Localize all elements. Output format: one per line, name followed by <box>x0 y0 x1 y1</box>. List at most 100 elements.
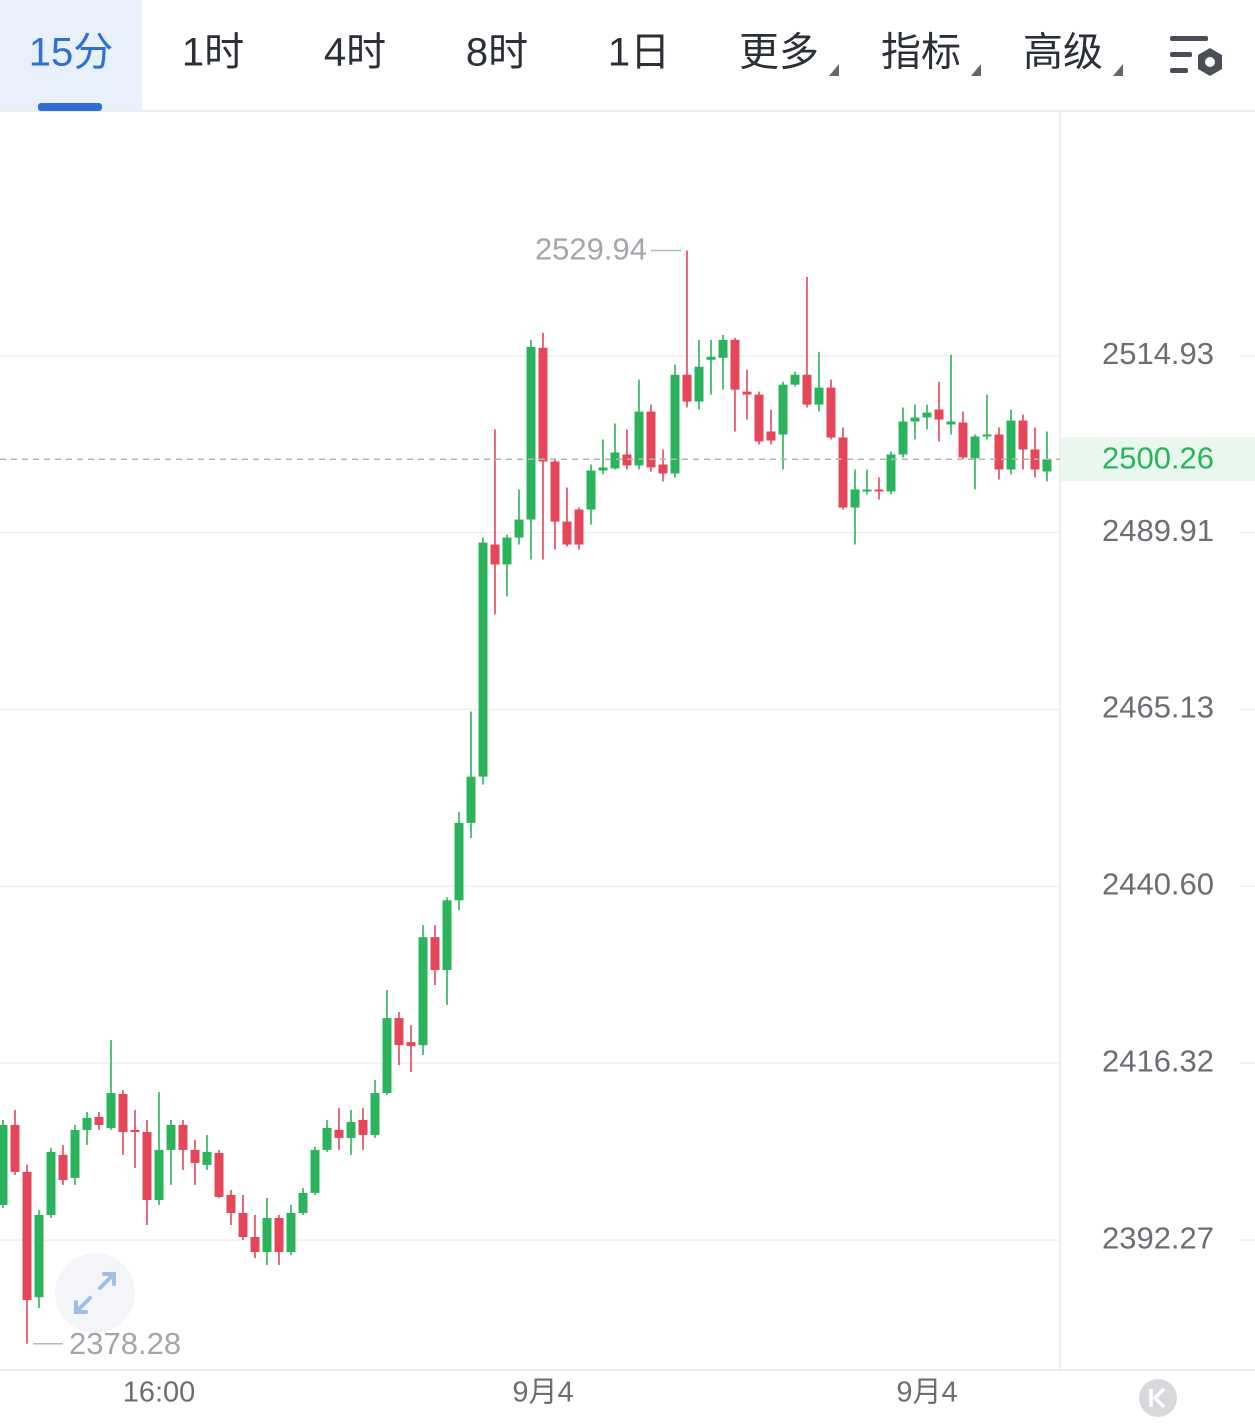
candle-body <box>634 411 644 466</box>
candle-body <box>478 542 488 777</box>
candle-body <box>526 346 536 520</box>
candle-body <box>34 1214 44 1298</box>
candle-body <box>310 1149 320 1193</box>
tab-label: 1日 <box>608 31 670 75</box>
candle-body <box>286 1212 296 1253</box>
candle-body <box>166 1124 176 1150</box>
scroll-end-bg <box>1139 1379 1177 1417</box>
last-price-bg <box>1061 437 1255 482</box>
candle-body <box>130 1129 140 1132</box>
candle-body <box>226 1194 236 1213</box>
candle-body <box>670 374 680 474</box>
tab[interactable]: 15分 <box>0 0 142 111</box>
candle-body <box>646 411 656 468</box>
candle-body <box>610 452 620 469</box>
candle-body <box>754 394 764 442</box>
tab-label: 8时 <box>466 31 528 75</box>
tab[interactable]: 1日 <box>608 31 670 75</box>
x-tick-label: 9月4 <box>512 1377 573 1409</box>
y-tick-label: 2489.91 <box>1102 513 1214 548</box>
candle-body <box>682 374 692 402</box>
candle-body <box>802 374 812 405</box>
tab[interactable]: 指标 <box>881 31 981 76</box>
candle-body <box>538 347 548 462</box>
tab-label: 高级 <box>1023 31 1103 75</box>
dropdown-arrow <box>829 64 839 76</box>
max-label: 2529.94 <box>535 232 647 267</box>
candle-body <box>550 461 560 522</box>
candle-body <box>706 356 716 360</box>
tab-label: 15分 <box>29 31 114 75</box>
tab-label: 更多 <box>739 31 819 75</box>
candle-body <box>946 421 956 425</box>
candle-body <box>262 1217 272 1253</box>
candle-body <box>778 384 788 435</box>
expand-button-bg <box>55 1253 135 1333</box>
candle-body <box>826 387 836 438</box>
y-tick-label: 2465.13 <box>1102 690 1214 725</box>
candle-body <box>466 776 476 823</box>
tab-active-bg <box>0 0 142 110</box>
tab[interactable]: 8时 <box>466 31 528 75</box>
candle-body <box>910 417 920 422</box>
candle-body <box>898 421 908 455</box>
candle-body <box>82 1117 92 1130</box>
candle-body <box>598 467 608 471</box>
x-tick-label: 9月4 <box>896 1377 957 1409</box>
candle-body <box>454 822 464 901</box>
candle-body <box>106 1093 116 1128</box>
tab-underline <box>38 103 102 111</box>
candle-body <box>70 1129 80 1178</box>
dropdown-arrow <box>971 64 981 76</box>
candle-body <box>790 374 800 385</box>
scroll-end-button[interactable] <box>1139 1379 1177 1417</box>
candle-body <box>406 1042 416 1047</box>
candle-body <box>142 1131 152 1200</box>
y-tick-label: 2392.27 <box>1102 1220 1214 1255</box>
y-tick-label: 2514.93 <box>1102 336 1214 371</box>
candle-body <box>814 387 824 405</box>
icon-bar <box>1170 36 1208 41</box>
candle-body <box>514 519 524 538</box>
tab[interactable]: 1时 <box>182 31 244 75</box>
candle-body <box>922 412 932 418</box>
candle-body <box>346 1121 356 1138</box>
x-tick-label: 16:00 <box>123 1377 196 1409</box>
candle-body <box>994 434 1004 470</box>
tab-label: 4时 <box>324 31 386 75</box>
candle-body <box>358 1119 368 1135</box>
candle-body <box>250 1237 260 1253</box>
candle-body <box>190 1149 200 1163</box>
candle-body <box>958 422 968 458</box>
tab[interactable]: 4时 <box>324 31 386 75</box>
candle-body <box>0 1124 8 1205</box>
candle-body <box>10 1124 20 1172</box>
tab[interactable]: 高级 <box>1023 31 1123 76</box>
candle-body <box>1018 420 1028 450</box>
expand-icon <box>74 1272 116 1314</box>
candle-body <box>934 409 944 420</box>
tab-label: 指标 <box>881 31 961 75</box>
settings-icon[interactable] <box>1170 36 1222 76</box>
expand-button[interactable] <box>55 1253 135 1333</box>
candle-body <box>874 489 884 492</box>
candle-body <box>154 1149 164 1200</box>
candle-body <box>658 464 668 474</box>
candle-body <box>490 544 500 565</box>
candle-body <box>502 537 512 565</box>
last-price-label: 2500.26 <box>1102 440 1214 475</box>
dropdown-arrow <box>1113 64 1123 76</box>
candle-body <box>274 1217 284 1253</box>
candle-body <box>1006 420 1016 470</box>
candle-body <box>46 1151 56 1215</box>
candle-body <box>118 1094 128 1132</box>
candle-body <box>298 1192 308 1213</box>
candle-body <box>430 937 440 971</box>
candle-body <box>970 436 980 459</box>
candle-body <box>694 366 704 402</box>
candle-body <box>766 431 776 441</box>
tab[interactable]: 更多 <box>739 31 839 76</box>
candle-body <box>382 1018 392 1094</box>
